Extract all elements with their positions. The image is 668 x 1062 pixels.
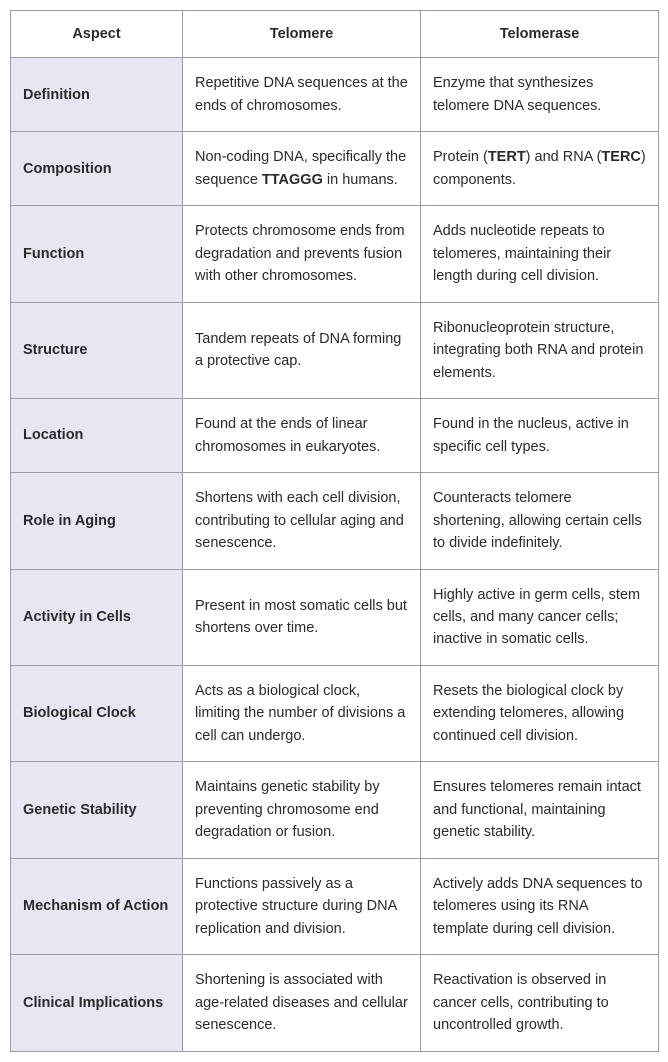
header-telomere: Telomere: [183, 11, 421, 58]
table-body: DefinitionRepetitive DNA sequences at th…: [11, 58, 659, 1051]
aspect-cell: Activity in Cells: [11, 569, 183, 665]
comparison-table: Aspect Telomere Telomerase DefinitionRep…: [10, 10, 659, 1052]
telomere-cell: Functions passively as a protective stru…: [183, 858, 421, 954]
telomere-cell: Repetitive DNA sequences at the ends of …: [183, 58, 421, 132]
aspect-cell: Biological Clock: [11, 665, 183, 761]
table-row: Biological ClockActs as a biological clo…: [11, 665, 659, 761]
telomere-cell: Tandem repeats of DNA forming a protecti…: [183, 302, 421, 398]
telomerase-cell: Resets the biological clock by extending…: [421, 665, 659, 761]
telomere-cell: Maintains genetic stability by preventin…: [183, 762, 421, 858]
telomerase-cell: Enzyme that synthesizes telomere DNA seq…: [421, 58, 659, 132]
telomere-cell: Acts as a biological clock, limiting the…: [183, 665, 421, 761]
table-row: CompositionNon-coding DNA, specifically …: [11, 132, 659, 206]
telomere-cell: Found at the ends of linear chromosomes …: [183, 399, 421, 473]
telomerase-cell: Highly active in germ cells, stem cells,…: [421, 569, 659, 665]
aspect-cell: Role in Aging: [11, 473, 183, 569]
table-row: Mechanism of ActionFunctions passively a…: [11, 858, 659, 954]
telomerase-cell: Protein (TERT) and RNA (TERC) components…: [421, 132, 659, 206]
telomerase-cell: Adds nucleotide repeats to telomeres, ma…: [421, 206, 659, 302]
telomere-cell: Non-coding DNA, specifically the sequenc…: [183, 132, 421, 206]
telomerase-cell: Ensures telomeres remain intact and func…: [421, 762, 659, 858]
telomerase-cell: Actively adds DNA sequences to telomeres…: [421, 858, 659, 954]
aspect-cell: Definition: [11, 58, 183, 132]
aspect-cell: Location: [11, 399, 183, 473]
telomerase-cell: Found in the nucleus, active in specific…: [421, 399, 659, 473]
header-aspect: Aspect: [11, 11, 183, 58]
aspect-cell: Mechanism of Action: [11, 858, 183, 954]
table-row: Role in AgingShortens with each cell div…: [11, 473, 659, 569]
table-row: StructureTandem repeats of DNA forming a…: [11, 302, 659, 398]
telomere-cell: Present in most somatic cells but shorte…: [183, 569, 421, 665]
telomerase-cell: Ribonucleoprotein structure, integrating…: [421, 302, 659, 398]
aspect-cell: Structure: [11, 302, 183, 398]
aspect-cell: Function: [11, 206, 183, 302]
aspect-cell: Composition: [11, 132, 183, 206]
telomere-cell: Shortening is associated with age-relate…: [183, 955, 421, 1051]
aspect-cell: Genetic Stability: [11, 762, 183, 858]
telomere-cell: Shortens with each cell division, contri…: [183, 473, 421, 569]
table-row: Activity in CellsPresent in most somatic…: [11, 569, 659, 665]
telomere-cell: Protects chromosome ends from degradatio…: [183, 206, 421, 302]
telomerase-cell: Reactivation is observed in cancer cells…: [421, 955, 659, 1051]
header-telomerase: Telomerase: [421, 11, 659, 58]
table-row: LocationFound at the ends of linear chro…: [11, 399, 659, 473]
table-row: DefinitionRepetitive DNA sequences at th…: [11, 58, 659, 132]
aspect-cell: Clinical Implications: [11, 955, 183, 1051]
table-row: Genetic StabilityMaintains genetic stabi…: [11, 762, 659, 858]
telomerase-cell: Counteracts telomere shortening, allowin…: [421, 473, 659, 569]
table-row: FunctionProtects chromosome ends from de…: [11, 206, 659, 302]
header-row: Aspect Telomere Telomerase: [11, 11, 659, 58]
table-row: Clinical ImplicationsShortening is assoc…: [11, 955, 659, 1051]
